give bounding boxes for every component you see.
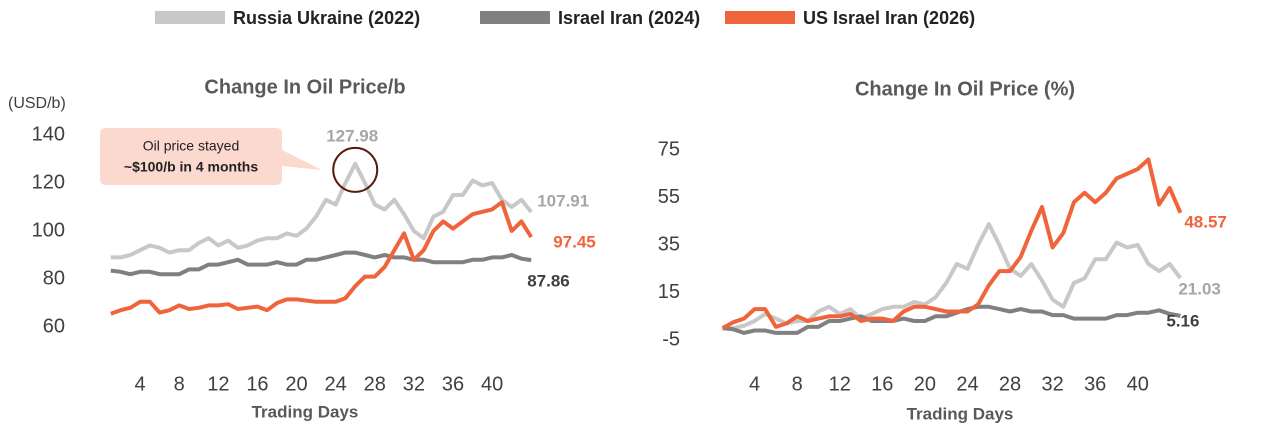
- y-tick-label: 75: [658, 138, 680, 160]
- x-tick-label: 40: [1127, 373, 1149, 395]
- y-tick-label: 120: [32, 171, 65, 193]
- x-tick-label: 20: [285, 373, 307, 395]
- legend-swatch: [155, 11, 225, 24]
- series-line: [110, 200, 533, 316]
- x-tick-label: 8: [792, 373, 803, 395]
- peak-highlight: [332, 146, 379, 193]
- x-tick-label: 32: [1041, 373, 1063, 395]
- x-tick-label: 20: [914, 373, 936, 395]
- series-line: [110, 161, 533, 260]
- series-line: [110, 250, 532, 277]
- chart-title: Change In Oil Price/b: [204, 76, 405, 98]
- legend-label: Russia Ukraine (2022): [233, 8, 420, 28]
- data-label: 127.98: [326, 126, 378, 145]
- x-tick-label: 12: [207, 373, 229, 395]
- data-label: 5.16: [1166, 311, 1199, 330]
- data-label: 107.91: [537, 192, 589, 211]
- data-label: 97.45: [553, 233, 596, 252]
- x-tick-label: 36: [1084, 373, 1106, 395]
- y-tick-label: 80: [43, 267, 65, 289]
- series-line: [722, 222, 1182, 331]
- legend-label: Israel Iran (2024): [558, 8, 700, 28]
- x-tick-label: 28: [999, 373, 1021, 395]
- y-axis-label: (USD/b): [8, 95, 66, 112]
- y-tick-label: 60: [43, 315, 65, 337]
- x-tick-label: 32: [403, 373, 425, 395]
- x-axis-label: Trading Days: [907, 404, 1014, 423]
- y-tick-label: 55: [658, 186, 680, 208]
- series-line: [722, 304, 1181, 335]
- x-axis-label: Trading Days: [252, 402, 359, 421]
- x-tick-label: 24: [325, 373, 347, 395]
- series-line: [721, 157, 1183, 330]
- y-tick-label: 15: [658, 281, 680, 303]
- x-tick-label: 28: [364, 373, 386, 395]
- annotation: Oil price stayed: [143, 138, 239, 154]
- y-tick-label: 140: [32, 123, 65, 145]
- data-label: 21.03: [1178, 280, 1221, 299]
- x-tick-label: 16: [246, 373, 268, 395]
- x-tick-label: 36: [442, 373, 464, 395]
- y-tick-label: 100: [32, 219, 65, 241]
- x-tick-label: 12: [829, 373, 851, 395]
- legend-swatch: [725, 11, 795, 24]
- data-label: 48.57: [1184, 212, 1227, 231]
- x-tick-label: 8: [174, 373, 185, 395]
- callout: [100, 128, 322, 185]
- y-tick-label: 35: [658, 233, 680, 255]
- data-label: 87.86: [527, 272, 570, 291]
- legend-label: US Israel Iran (2026): [803, 8, 975, 28]
- x-tick-label: 4: [135, 373, 146, 395]
- x-tick-label: 40: [481, 373, 503, 395]
- y-tick-label: -5: [662, 328, 680, 350]
- annotation: ~$100/b in 4 months: [124, 159, 258, 175]
- x-tick-label: 16: [871, 373, 893, 395]
- legend-swatch: [480, 11, 550, 24]
- x-tick-label: 4: [749, 373, 760, 395]
- chart-title: Change In Oil Price (%): [855, 78, 1075, 100]
- x-tick-label: 24: [956, 373, 978, 395]
